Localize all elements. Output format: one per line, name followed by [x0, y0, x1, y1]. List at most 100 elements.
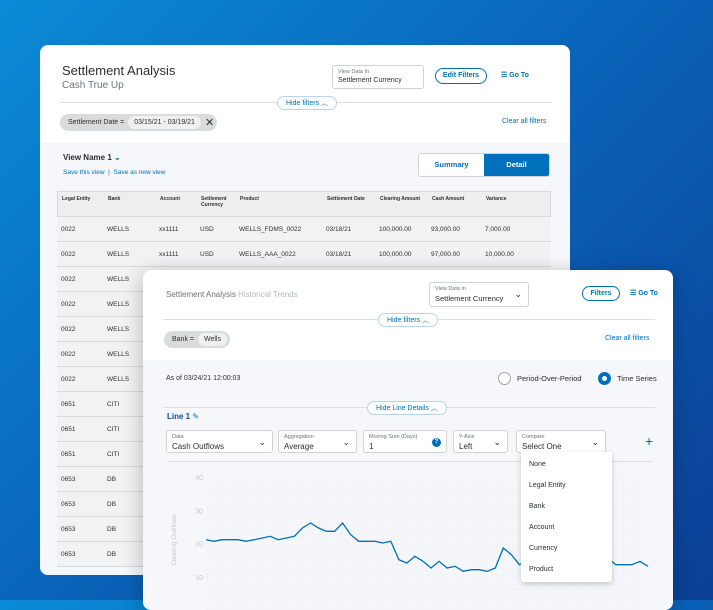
table-cell: 0022	[61, 226, 76, 233]
view-data-in-select[interactable]: View Data in Settlement Currency ⌄	[429, 282, 529, 307]
table-cell: CITI	[107, 401, 120, 408]
aggregation-select[interactable]: Aggregation Average ⌄	[278, 430, 357, 453]
col-settlement-currency[interactable]: Settlement Currency	[201, 196, 227, 208]
goto-menu[interactable]: ☰ Go To	[630, 289, 658, 297]
y-axis-label: Y-Axis	[459, 434, 475, 440]
table-cell: 0653	[61, 551, 76, 558]
table-cell: WELLS	[107, 351, 130, 358]
table-cell: USD	[200, 251, 214, 258]
goto-menu[interactable]: ☰ Go To	[501, 71, 529, 79]
hide-line-label: Hide Line Details	[376, 405, 429, 412]
clear-all-filters-link[interactable]: Clear all filters	[502, 118, 547, 125]
col-product[interactable]: Product	[240, 196, 259, 202]
view-data-label: View Data In	[338, 69, 370, 75]
table-cell: 93,000.00	[431, 226, 460, 233]
table-cell: WELLS	[107, 301, 130, 308]
moving-sum-label: Moving Sum (Days)	[369, 434, 418, 440]
chip-label: Bank =	[172, 336, 194, 343]
edit-filters-button[interactable]: Edit Filters	[435, 68, 487, 84]
chevron-up-icon: ︿	[430, 405, 438, 412]
compare-option[interactable]: Currency	[529, 545, 558, 552]
compare-select[interactable]: Compare Select One ⌄	[516, 430, 606, 453]
data-label: Data	[172, 434, 184, 440]
radio-time-series[interactable]: Time Series	[598, 372, 657, 385]
col-variance[interactable]: Variance	[486, 196, 507, 202]
compare-option[interactable]: None	[529, 461, 546, 468]
radio-period-over-period[interactable]: Period-Over-Period	[498, 372, 582, 385]
col-account[interactable]: Account	[160, 196, 180, 202]
compare-option[interactable]: Account	[529, 524, 555, 531]
table-cell: 100,000.00	[379, 226, 412, 233]
table-cell: 03/18/21	[326, 226, 352, 233]
radio-icon	[498, 372, 511, 385]
compare-label: Compare	[522, 434, 545, 440]
tab-detail[interactable]: Detail	[484, 154, 549, 176]
hide-filters-button[interactable]: Hide filters ︿	[378, 313, 439, 327]
add-line-icon[interactable]: +	[645, 433, 654, 449]
compare-dropdown-menu: None Legal Entity Bank Account Currency Produ…	[521, 452, 612, 582]
y-tick-label: 10	[195, 575, 203, 582]
goto-label: Go To	[509, 72, 529, 79]
save-view-link[interactable]: Save this view	[63, 169, 105, 176]
col-settlement-date[interactable]: Settlement Date	[327, 196, 365, 202]
page-subtitle: Historical Trends	[238, 290, 298, 299]
col-bank[interactable]: Bank	[108, 196, 121, 202]
radio-selected-icon	[598, 372, 611, 385]
goto-label: Go To	[638, 290, 658, 297]
view-data-value: Settlement Currency	[435, 294, 504, 303]
moving-sum-input[interactable]: Moving Sum (Days) 1?	[363, 430, 447, 453]
compare-option[interactable]: Product	[529, 566, 554, 573]
table-cell: WELLS_FDMS_0022	[239, 226, 302, 233]
pencil-icon[interactable]: ✎	[192, 412, 200, 421]
table-cell: 0651	[61, 451, 76, 458]
col-legal-entity[interactable]: Legal Entity	[62, 196, 91, 202]
view-name: View Name 1	[63, 153, 112, 162]
view-data-in-select[interactable]: View Data In Settlement Currency	[332, 65, 424, 89]
table-row[interactable]: 0022 WELLS xx1111 USD WELLS_FDMS_0022 03/18/2…	[57, 217, 551, 242]
table-cell: 0653	[61, 476, 76, 483]
view-name-dropdown[interactable]: View Name 1 ⌄	[63, 153, 121, 162]
view-data-label: View Data in	[435, 286, 466, 292]
as-of-timestamp: As of 03/24/21 12:00:03	[166, 375, 241, 382]
table-cell: 0022	[61, 276, 76, 283]
hide-filters-label: Hide filters	[387, 317, 421, 324]
data-value: Cash Outflows	[172, 442, 225, 451]
table-cell: 0022	[61, 251, 76, 258]
table-cell: WELLS	[107, 251, 130, 258]
table-header: Legal Entity Bank Account Settlement Cur…	[57, 191, 551, 217]
table-cell: 0022	[61, 326, 76, 333]
save-as-new-view-link[interactable]: Save as new view	[113, 169, 166, 176]
table-cell: DB	[107, 501, 117, 508]
chevron-down-icon: ⌄	[514, 289, 522, 299]
filters-button[interactable]: Filters	[582, 286, 620, 301]
y-axis-select[interactable]: Y-Axis Left ⌄	[453, 430, 508, 453]
page-subtitle: Cash True Up	[62, 80, 124, 91]
col-cash-amount[interactable]: Cash Amount	[432, 196, 465, 202]
table-row[interactable]: 0022 WELLS xx1111 USD WELLS_AAA_0022 03/18/21…	[57, 242, 551, 267]
hide-filters-button[interactable]: Hide filters ︿	[277, 96, 338, 110]
clear-all-filters-link[interactable]: Clear all filters	[605, 335, 650, 342]
table-cell: 7,000.00	[485, 226, 511, 233]
y-tick-label: 40	[195, 475, 203, 482]
menu-icon: ☰	[630, 290, 639, 297]
compare-option[interactable]: Legal Entity	[529, 482, 566, 489]
table-cell: 0653	[61, 526, 76, 533]
close-icon[interactable]: ✕	[204, 117, 215, 129]
chevron-down-icon: ⌄	[258, 437, 266, 447]
y-tick-label: 30	[195, 508, 203, 515]
table-cell: 0651	[61, 401, 76, 408]
table-cell: WELLS	[107, 376, 130, 383]
chevron-down-icon: ⌄	[114, 153, 121, 162]
hide-line-details-button[interactable]: Hide Line Details ︿	[367, 401, 447, 415]
historical-trends-panel: Settlement Analysis Historical Trends Vi…	[143, 270, 673, 610]
col-clearing-amount[interactable]: Clearing Amount	[380, 196, 421, 202]
chevron-down-icon: ⌄	[591, 437, 599, 447]
view-data-value: Settlement Currency	[338, 77, 402, 84]
help-icon[interactable]: ?	[432, 438, 441, 447]
compare-option[interactable]: Bank	[529, 503, 545, 510]
table-cell: 0651	[61, 426, 76, 433]
table-cell: 100,000.00	[379, 251, 412, 258]
tab-summary[interactable]: Summary	[419, 154, 484, 176]
data-select[interactable]: Data Cash Outflows ⌄	[166, 430, 273, 453]
table-cell: xx1111	[159, 251, 179, 258]
